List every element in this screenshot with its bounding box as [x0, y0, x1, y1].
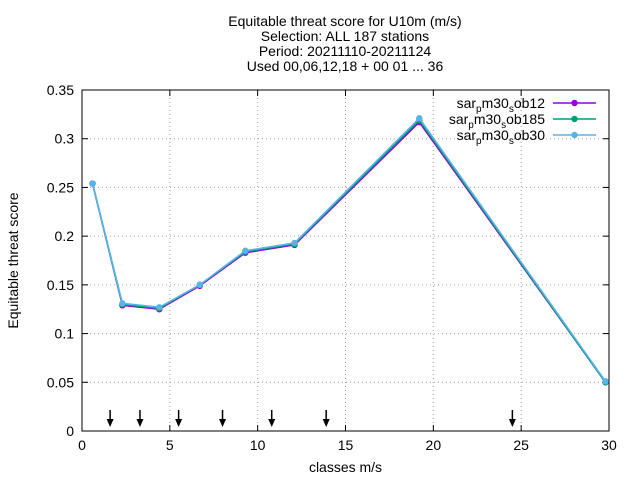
x-tick-label: 20 [426, 437, 442, 453]
legend-text: m30 [482, 127, 509, 143]
y-tick-label: 0.3 [55, 131, 75, 147]
series-1 [89, 117, 609, 386]
legend-text: ob185 [506, 111, 545, 127]
y-tick-label: 0.35 [47, 82, 74, 98]
legend-text: ob12 [514, 95, 545, 111]
legend-text: m30 [474, 111, 501, 127]
x-tick-label: 0 [78, 437, 86, 453]
title-line: Selection: ALL 187 stations [261, 28, 429, 44]
legend-subscript: s [509, 104, 514, 115]
class-arrow-head [508, 419, 516, 427]
legend-swatch-marker [571, 131, 578, 139]
data-point [196, 281, 203, 289]
class-arrow [268, 410, 276, 427]
legend-subscript: s [509, 136, 514, 147]
title-line: Used 00,06,12,18 + 00 01 ... 36 [247, 58, 444, 74]
x-tick-label: 25 [513, 437, 529, 453]
class-arrow-head [268, 419, 276, 427]
x-tick-label: 30 [601, 437, 617, 453]
series-2 [89, 115, 609, 385]
legend-text: m30 [482, 95, 509, 111]
data-series [89, 115, 609, 386]
y-axis-label: Equitable threat score [5, 192, 21, 328]
legend-subscript: p [476, 104, 482, 115]
y-tick-label: 0.2 [55, 228, 75, 244]
legend-subscript: p [468, 120, 474, 131]
class-arrow-head [175, 419, 183, 427]
legend-label: sarpm30sob185 [449, 111, 545, 131]
legend-text: sar [457, 127, 477, 143]
series-0 [89, 118, 609, 386]
legend-swatch-marker [571, 115, 578, 123]
legend-subscript: p [476, 136, 482, 147]
class-arrow [219, 410, 227, 427]
y-tick-label: 0.25 [47, 179, 74, 195]
grid-lines [82, 90, 609, 431]
y-tick-label: 0.05 [47, 374, 74, 390]
x-axis-label: classes m/s [309, 459, 382, 475]
y-tick-label: 0 [66, 423, 74, 439]
legend-text: sar [449, 111, 469, 127]
x-tick-label: 5 [166, 437, 174, 453]
class-arrow [508, 410, 516, 427]
series-line [91, 120, 607, 383]
data-point [242, 247, 249, 254]
data-point [602, 378, 609, 385]
x-tick-label: 15 [338, 437, 354, 453]
legend-text: sar [457, 95, 477, 111]
class-arrow [136, 410, 144, 427]
title-line: Period: 20211110-20211124 [259, 43, 432, 59]
legend-label: sarpm30sob30 [457, 127, 546, 147]
data-point [89, 180, 96, 187]
legend-swatch-marker [571, 99, 578, 107]
chart-title: Equitable threat score for U10m (m/s)Sel… [228, 13, 461, 74]
class-arrow-head [219, 419, 227, 427]
data-point [156, 304, 163, 311]
class-arrow-head [322, 419, 330, 427]
class-arrow-head [136, 419, 144, 427]
class-threshold-arrows [106, 410, 516, 427]
legend-subscript: s [501, 120, 506, 131]
x-tick-label: 10 [250, 437, 266, 453]
y-tick-label: 0.1 [55, 326, 75, 342]
legend-text: ob30 [514, 127, 545, 143]
series-line [91, 117, 607, 382]
class-arrow [106, 410, 114, 427]
class-arrow-head [106, 419, 114, 427]
class-arrow [175, 410, 183, 427]
data-point [119, 300, 126, 307]
data-point [416, 115, 423, 122]
title-line: Equitable threat score for U10m (m/s) [228, 13, 461, 29]
legend-label: sarpm30sob12 [457, 95, 546, 115]
y-tick-label: 0.15 [47, 277, 74, 293]
class-arrow [322, 410, 330, 427]
axes: 0 5 10 15 20 25 30 0 0.05 0.1 0.15 0.2 0.25 0.3 0.35 cl… [5, 82, 617, 475]
data-point [291, 239, 298, 247]
